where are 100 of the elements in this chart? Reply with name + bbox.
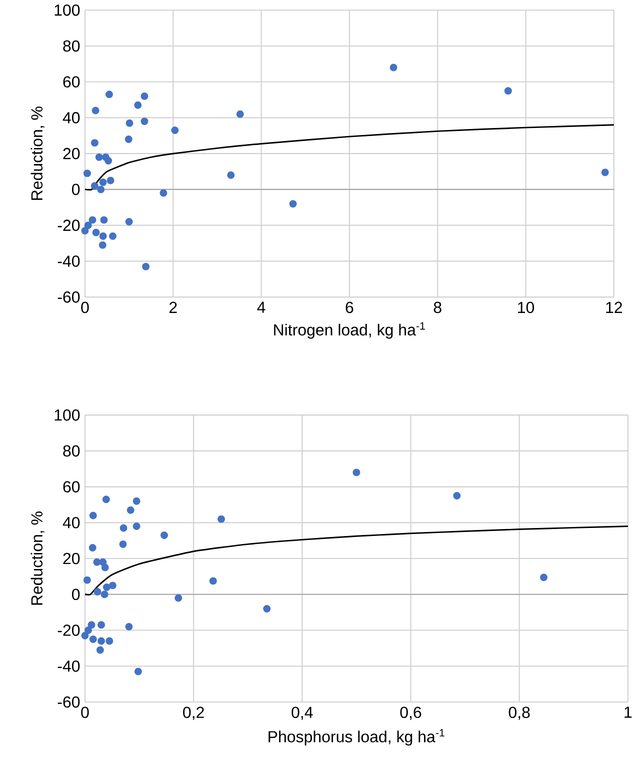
y-tick-label: 100 <box>54 4 80 16</box>
point <box>160 531 168 539</box>
point <box>263 605 271 612</box>
y-tick-label: 60 <box>63 76 80 88</box>
point <box>100 216 108 224</box>
point <box>106 176 114 184</box>
x-tick-label: 0 <box>81 706 89 718</box>
point <box>171 126 179 134</box>
line-series <box>84 124 615 190</box>
point <box>101 564 109 572</box>
x-tick-label: 0,4 <box>292 706 313 720</box>
point <box>88 544 96 552</box>
y-tick-label: 80 <box>63 40 80 52</box>
point <box>99 178 107 186</box>
point <box>102 496 110 504</box>
point <box>352 468 360 476</box>
y-axis-title: Reduction, % <box>30 106 45 200</box>
point <box>109 232 117 240</box>
point <box>84 576 92 584</box>
point <box>125 218 133 226</box>
point <box>92 228 100 236</box>
x-axis-title: Phosphorus load, kg ha$^{-1}$ <box>268 729 444 746</box>
point <box>119 540 127 548</box>
point <box>96 646 104 654</box>
point <box>98 621 106 629</box>
x-tick-label: 12 <box>606 302 622 313</box>
point <box>99 232 107 240</box>
point <box>90 636 97 643</box>
point <box>540 574 548 582</box>
point <box>103 583 111 591</box>
point <box>601 168 609 176</box>
y-tick-label: -20 <box>58 220 80 231</box>
point <box>120 524 128 532</box>
x-tick-label: 4 <box>257 302 266 313</box>
point <box>91 182 99 190</box>
point <box>104 157 112 164</box>
y-tick-label: 40 <box>62 517 80 528</box>
point <box>94 588 102 596</box>
point <box>125 622 133 630</box>
point <box>91 139 99 147</box>
x-tick-label: 10 <box>518 302 534 314</box>
y-tick-label: -40 <box>58 660 80 672</box>
y-tick-label: 100 <box>54 409 80 421</box>
point <box>132 522 140 530</box>
y-tick-label: 0 <box>72 588 80 600</box>
x-tick-label: 6 <box>346 302 354 314</box>
point <box>140 118 148 126</box>
x-axis-title: Nitrogen load, kg ha$^{-1}$ <box>274 322 426 339</box>
x-tick-label: 0 <box>81 302 89 314</box>
point <box>236 110 244 118</box>
y-tick-label: -40 <box>58 256 80 267</box>
point <box>95 153 103 161</box>
point <box>209 577 217 585</box>
point <box>92 106 100 114</box>
point <box>140 92 148 100</box>
point <box>453 492 461 500</box>
point <box>88 216 96 224</box>
point <box>160 189 168 197</box>
y-axis-title: Reduction, % <box>30 512 45 605</box>
point <box>142 262 150 270</box>
y-tick-label: -20 <box>58 624 80 636</box>
point <box>98 637 106 645</box>
point <box>126 506 134 514</box>
y-tick-label: 60 <box>63 481 80 492</box>
point <box>84 170 92 178</box>
x-tick-label: 2 <box>170 302 177 313</box>
point <box>84 626 92 634</box>
point <box>81 226 89 234</box>
point <box>132 497 140 505</box>
point <box>504 87 512 95</box>
y-tick-label: 20 <box>63 148 80 160</box>
y-tick-label: 40 <box>62 112 80 124</box>
y-tick-label: 0 <box>72 184 80 196</box>
x-tick-label: 0,2 <box>183 706 204 720</box>
point <box>106 90 114 98</box>
point <box>126 119 134 127</box>
point <box>97 186 105 194</box>
point <box>134 668 142 676</box>
y-tick-label: 80 <box>63 445 80 457</box>
point <box>390 64 398 72</box>
x-tick-label: 0,8 <box>508 706 530 720</box>
point <box>90 512 97 520</box>
point <box>289 200 297 208</box>
point <box>109 582 117 590</box>
x-tick-label: 0,6 <box>400 706 422 720</box>
point <box>88 621 96 629</box>
y-tick-label: -60 <box>58 696 80 708</box>
point <box>218 515 226 523</box>
x-tick-label: 1 <box>624 706 632 718</box>
point <box>84 222 92 230</box>
point <box>227 171 235 179</box>
point <box>134 101 142 109</box>
point <box>98 241 106 249</box>
point <box>81 632 89 640</box>
point <box>106 637 114 645</box>
point <box>174 594 182 602</box>
y-tick-label: -60 <box>58 291 80 303</box>
point <box>100 590 108 598</box>
line-series <box>84 526 629 596</box>
x-tick-label: 8 <box>434 302 442 314</box>
